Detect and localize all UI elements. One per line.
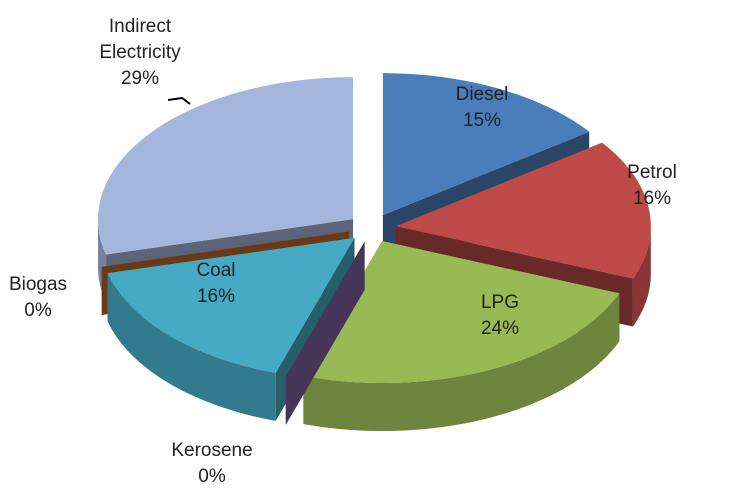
label-value: 29% — [120, 68, 160, 89]
data-label: Biogas 0% — [0, 272, 98, 324]
label-value: 24% — [480, 318, 520, 339]
data-label: Indirect Electricity 29% — [90, 14, 190, 92]
slice — [285, 241, 365, 425]
label-value: 16% — [196, 286, 236, 307]
label-value: 0% — [198, 466, 226, 487]
label-value: 15% — [462, 110, 502, 131]
label-name: Indirect Electricity — [99, 16, 181, 63]
label-value: 16% — [632, 188, 672, 209]
slice-side — [632, 226, 651, 327]
label-name: Coal — [196, 260, 236, 281]
data-label: Petrol 16% — [592, 160, 712, 212]
slice-top — [382, 73, 590, 216]
slice-side — [107, 273, 276, 421]
label-name: LPG — [480, 292, 520, 313]
data-label: LPG 24% — [440, 290, 560, 342]
slice-top — [395, 142, 651, 279]
leader-line — [167, 96, 191, 105]
slice-top — [107, 237, 355, 373]
slice-wall — [285, 241, 365, 425]
slice-top — [303, 241, 620, 384]
label-name: Diesel — [455, 84, 509, 105]
data-label: Coal 16% — [156, 258, 276, 310]
slice-side — [303, 293, 620, 432]
data-label: Diesel 15% — [422, 82, 542, 134]
label-name: Petrol — [627, 162, 677, 183]
slice — [303, 241, 620, 432]
label-value: 0% — [24, 300, 52, 321]
label-name: Biogas — [8, 274, 68, 295]
label-name: Kerosene — [171, 440, 253, 461]
data-label: Kerosene 0% — [152, 438, 272, 490]
slice-top — [98, 77, 354, 255]
